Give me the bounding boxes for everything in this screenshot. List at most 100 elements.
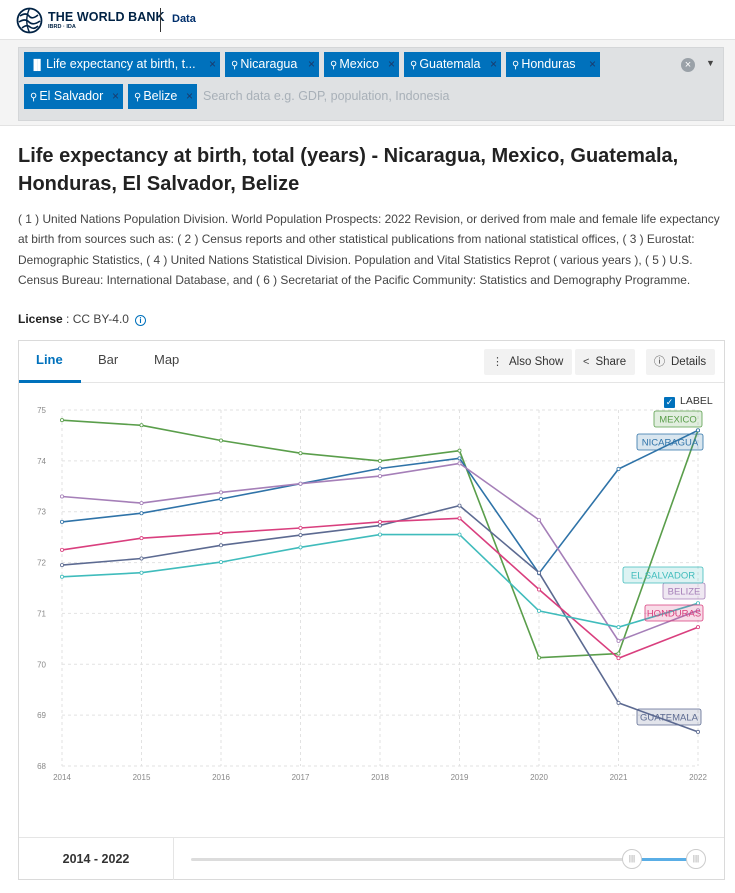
tab-bar[interactable]: Bar xyxy=(98,352,119,367)
data-point xyxy=(377,523,382,528)
series-label-guatemala: GUATEMALA xyxy=(640,713,699,724)
x-tick-label: 2021 xyxy=(610,773,628,782)
data-point xyxy=(457,532,462,537)
slider-handle-end[interactable]: ||| xyxy=(686,849,706,869)
series-line-guatemala xyxy=(61,504,699,733)
chip-remove-icon[interactable]: × xyxy=(387,57,395,71)
data-point xyxy=(60,519,65,524)
data-point xyxy=(60,547,65,552)
series-label-nicaragua: NICARAGUA xyxy=(642,438,699,449)
chip-country-belize[interactable]: ⚲ Belize × xyxy=(128,84,197,109)
series-label-box xyxy=(644,604,704,622)
data-point xyxy=(537,655,542,660)
details-button[interactable]: ⓘ Details xyxy=(646,349,716,375)
data-point xyxy=(377,458,382,463)
chip-country-honduras[interactable]: ⚲ Honduras × xyxy=(506,52,600,77)
info-icon[interactable]: i xyxy=(134,315,146,326)
active-tab-indicator xyxy=(19,380,81,383)
also-show-label: Also Show xyxy=(509,356,564,368)
world-bank-logo[interactable]: THE WORLD BANK IBRD · IDA xyxy=(16,7,165,34)
chip-country-el-salvador[interactable]: ⚲ El Salvador × xyxy=(24,84,123,109)
series-label-box xyxy=(653,410,703,428)
series-label-box xyxy=(622,566,704,584)
data-point xyxy=(616,700,621,705)
data-point xyxy=(218,543,223,548)
chip-remove-icon[interactable]: × xyxy=(111,89,119,103)
license-label: License xyxy=(18,312,63,326)
globe-icon xyxy=(16,7,43,34)
share-label: Share xyxy=(595,356,627,368)
tab-map[interactable]: Map xyxy=(154,352,180,367)
location-pin-icon: ⚲ xyxy=(330,60,338,71)
data-point xyxy=(537,517,542,522)
data-point xyxy=(139,570,144,575)
chart-tabs: Line Bar Map ⋮ Also Show < Share ⓘ Details xyxy=(19,341,724,383)
series-label-mexico: MEXICO xyxy=(659,415,696,426)
chip-remove-icon[interactable]: × xyxy=(489,57,497,71)
chip-remove-icon[interactable]: × xyxy=(307,57,315,71)
data-point xyxy=(60,563,65,568)
data-point xyxy=(139,511,144,516)
share-button[interactable]: < Share xyxy=(575,349,636,375)
clear-search-icon[interactable]: × xyxy=(681,58,695,72)
y-tick-label: 75 xyxy=(37,406,46,415)
range-sep: - xyxy=(90,852,102,866)
chevron-down-icon[interactable]: ▼ xyxy=(706,58,715,68)
data-point xyxy=(218,560,223,565)
chip-country-guatemala[interactable]: ⚲ Guatemala × xyxy=(404,52,501,77)
share-icon: < xyxy=(583,356,590,368)
location-pin-icon: ⚲ xyxy=(410,60,418,71)
data-point xyxy=(457,448,462,453)
chip-country-nicaragua[interactable]: ⚲ Nicaragua × xyxy=(225,52,319,77)
data-point xyxy=(60,574,65,579)
bar-chart-icon: ▐▌ xyxy=(30,60,45,71)
slider-handle-start[interactable]: ||| xyxy=(622,849,642,869)
data-point xyxy=(537,587,542,592)
data-point xyxy=(298,533,303,538)
chip-label: Honduras xyxy=(521,57,576,71)
data-point xyxy=(377,474,382,479)
y-tick-label: 68 xyxy=(37,762,46,771)
details-label: Details xyxy=(671,356,707,368)
data-point xyxy=(60,418,65,423)
chip-remove-icon[interactable]: × xyxy=(208,57,216,71)
year-slider[interactable]: ||| ||| xyxy=(191,849,706,869)
location-pin-icon: ⚲ xyxy=(134,92,142,103)
chip-indicator[interactable]: ▐▌ Life expectancy at birth, t... × xyxy=(24,52,220,77)
y-tick-label: 73 xyxy=(37,508,46,517)
label-toggle[interactable]: ✓ LABEL xyxy=(664,395,713,408)
data-point xyxy=(139,423,144,428)
series-label-el-salvador: EL SALVADOR xyxy=(631,571,695,582)
data-point xyxy=(139,501,144,506)
y-tick-label: 74 xyxy=(37,457,46,466)
data-point xyxy=(457,503,462,508)
year-range: 2014 - 2022 xyxy=(19,838,174,880)
range-footer: 2014 - 2022 ||| ||| xyxy=(19,837,724,880)
brand-sub: IBRD · IDA xyxy=(48,24,76,30)
data-point xyxy=(616,638,621,643)
label-toggle-text: LABEL xyxy=(680,395,713,407)
chip-label: Nicaragua xyxy=(240,57,298,71)
data-point xyxy=(696,601,701,606)
search-input[interactable]: Search data e.g. GDP, population, Indone… xyxy=(203,89,450,103)
chip-country-mexico[interactable]: ⚲ Mexico × xyxy=(324,52,399,77)
data-point xyxy=(616,656,621,661)
info-circle-icon: ⓘ xyxy=(654,356,665,368)
brand-name: THE WORLD BANK xyxy=(48,9,165,24)
chip-label: Life expectancy at birth, t... xyxy=(46,57,196,71)
chip-label: Mexico xyxy=(339,57,379,71)
tab-line[interactable]: Line xyxy=(36,352,63,367)
page-title: Life expectancy at birth, total (years) … xyxy=(18,145,679,195)
data-point xyxy=(218,438,223,443)
data-point xyxy=(60,494,65,499)
chip-remove-icon[interactable]: × xyxy=(185,89,193,103)
x-tick-label: 2022 xyxy=(689,773,707,782)
also-show-button[interactable]: ⋮ Also Show xyxy=(484,349,573,375)
data-point xyxy=(139,556,144,561)
data-link[interactable]: Data xyxy=(172,13,196,25)
series-line-honduras xyxy=(61,517,699,660)
chip-label: El Salvador xyxy=(39,89,104,103)
y-tick-label: 69 xyxy=(37,711,46,720)
chip-remove-icon[interactable]: × xyxy=(588,57,596,71)
data-point xyxy=(377,532,382,537)
